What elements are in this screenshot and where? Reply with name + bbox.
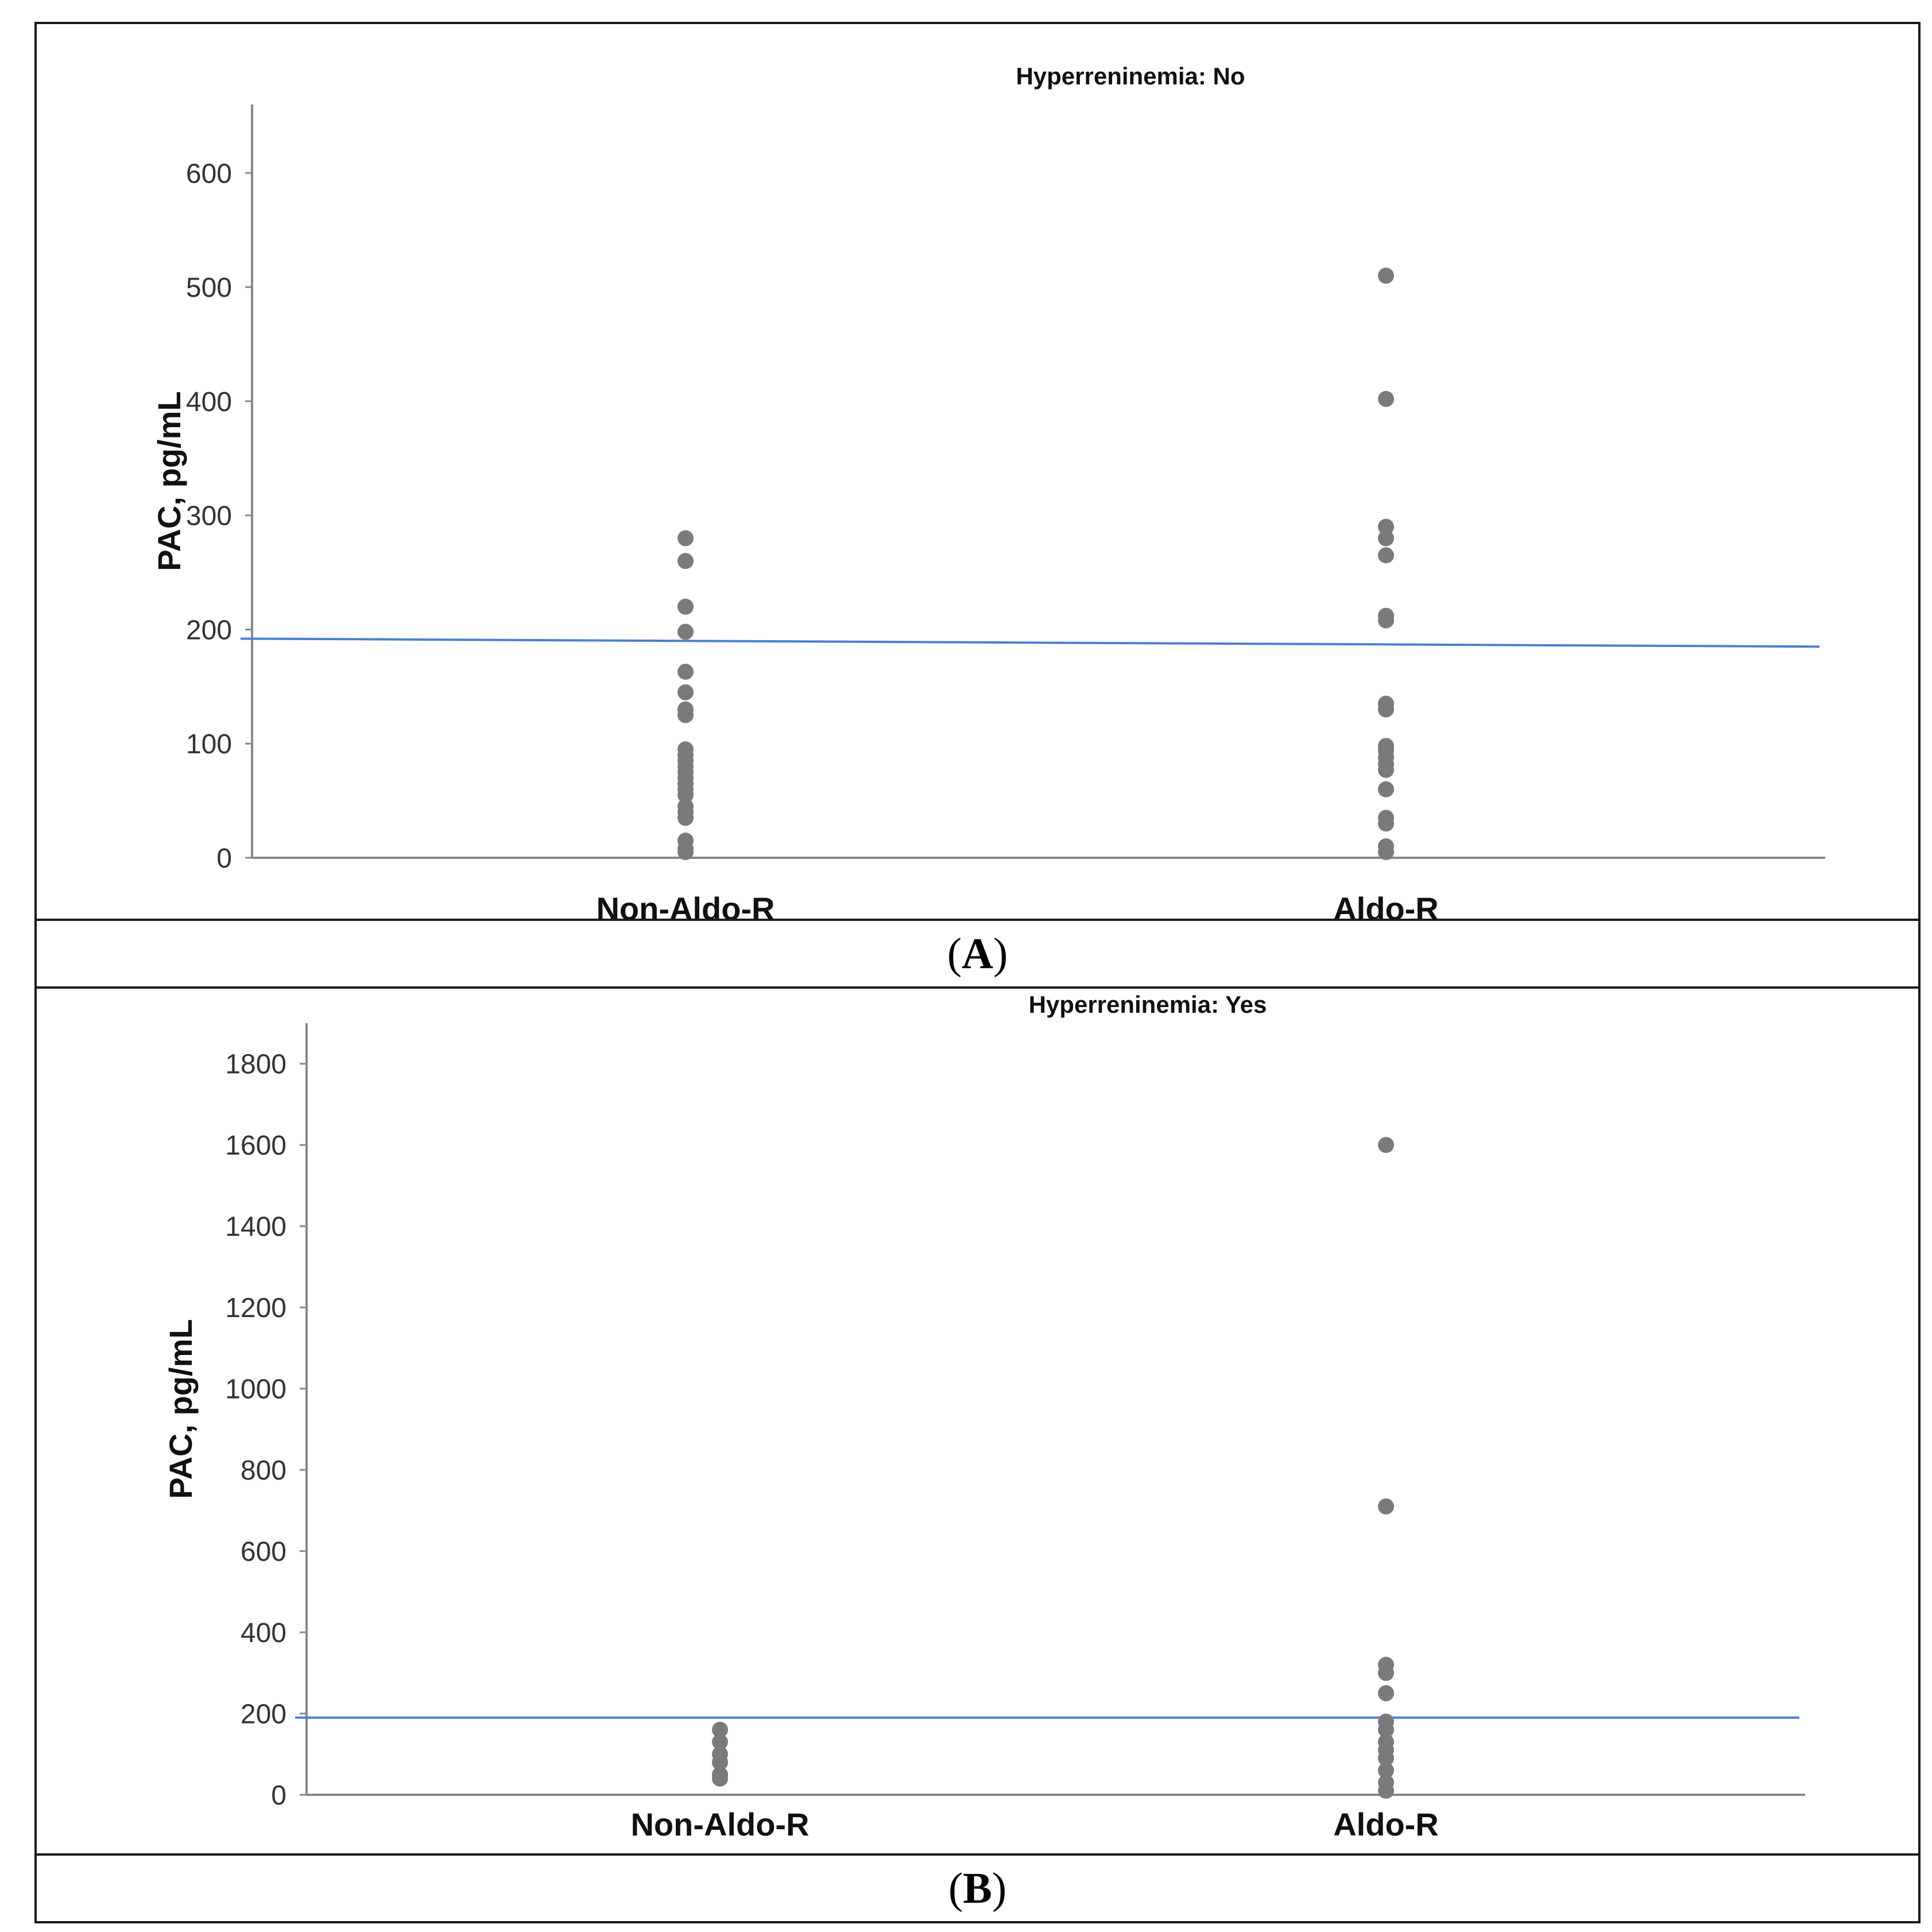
- data-point: [712, 1754, 728, 1771]
- data-point: [677, 684, 694, 700]
- data-point: [677, 553, 694, 570]
- data-point: [1378, 1782, 1394, 1799]
- data-point: [677, 844, 694, 861]
- y-tick-label: 1800: [225, 1050, 286, 1080]
- data-point: [677, 624, 694, 640]
- y-tick-label: 0: [271, 1780, 286, 1811]
- y-tick-label: 400: [186, 387, 232, 417]
- y-tick-label: 1000: [225, 1375, 286, 1405]
- panel-b-chart: Hyperreninemia: Yes 0 200 400 600 800 1000 1200…: [162, 991, 1805, 1842]
- data-point: [1378, 1137, 1394, 1153]
- data-point: [1378, 1664, 1394, 1681]
- data-point: [712, 1770, 728, 1787]
- panel-b-label-cell: (B): [34, 1853, 1921, 1923]
- y-tick-label: 600: [241, 1537, 286, 1567]
- y-tick-label: 1200: [225, 1293, 286, 1323]
- data-point: [1378, 390, 1394, 407]
- y-axis-label: PAC, pg/mL: [151, 391, 187, 571]
- panel-a-plot-cell: Hyperreninemia: No 0 100 200 300 400 500 600 PAC…: [34, 22, 1921, 923]
- y-tick-label: 1600: [225, 1130, 286, 1161]
- y-tick-label: 0: [216, 843, 232, 874]
- y-tick-label: 400: [241, 1618, 286, 1648]
- data-point: [712, 1721, 728, 1738]
- data-point: [1378, 815, 1394, 832]
- data-point: [1378, 701, 1394, 718]
- y-tick-label: 200: [186, 615, 232, 645]
- chart-title: Hyperreninemia: Yes: [1029, 991, 1267, 1018]
- panel-b-label: (B): [948, 1864, 1007, 1912]
- data-point: [677, 810, 694, 826]
- data-point: [1378, 1750, 1394, 1767]
- chart-title: Hyperreninemia: No: [1016, 63, 1245, 90]
- panel-a-label: (A): [947, 929, 1008, 978]
- y-tick-label: 1400: [225, 1212, 286, 1242]
- data-point: [1378, 1685, 1394, 1702]
- data-point: [1378, 1762, 1394, 1779]
- y-tick-label: 800: [241, 1455, 286, 1486]
- data-point: [1378, 518, 1394, 535]
- data-point: [1378, 612, 1394, 629]
- data-point: [1378, 530, 1394, 547]
- data-point: [1378, 1498, 1394, 1515]
- data-point: [677, 787, 694, 803]
- data-point: [1378, 844, 1394, 861]
- panel-a-chart: Hyperreninemia: No 0 100 200 300 400 500 600 PAC…: [151, 63, 1825, 923]
- x-category-label: Non-Aldo-R: [596, 890, 775, 923]
- x-category-label: Aldo-R: [1333, 1806, 1439, 1842]
- data-point: [1378, 547, 1394, 564]
- data-point: [677, 663, 694, 680]
- data-point: [1378, 1721, 1394, 1738]
- y-tick-label: 500: [186, 273, 232, 303]
- y-axis-label: PAC, pg/mL: [162, 1319, 199, 1499]
- y-tick-label: 300: [186, 501, 232, 532]
- x-category-label: Non-Aldo-R: [630, 1806, 809, 1842]
- y-tick-label: 100: [186, 729, 232, 760]
- panel-b-plot-cell: Hyperreninemia: Yes 0 200 400 600 800 1000 1200…: [34, 986, 1921, 1856]
- data-point: [1378, 781, 1394, 797]
- data-point: [677, 530, 694, 547]
- data-point: [1378, 761, 1394, 778]
- y-tick-label: 200: [241, 1699, 286, 1730]
- y-tick-label: 600: [186, 158, 232, 189]
- reference-line: [240, 637, 1820, 648]
- x-category-label: Aldo-R: [1333, 890, 1439, 923]
- panel-a-label-cell: (A): [34, 919, 1921, 989]
- data-point: [677, 598, 694, 615]
- data-point: [712, 1734, 728, 1751]
- data-point: [1378, 268, 1394, 284]
- data-point: [677, 707, 694, 723]
